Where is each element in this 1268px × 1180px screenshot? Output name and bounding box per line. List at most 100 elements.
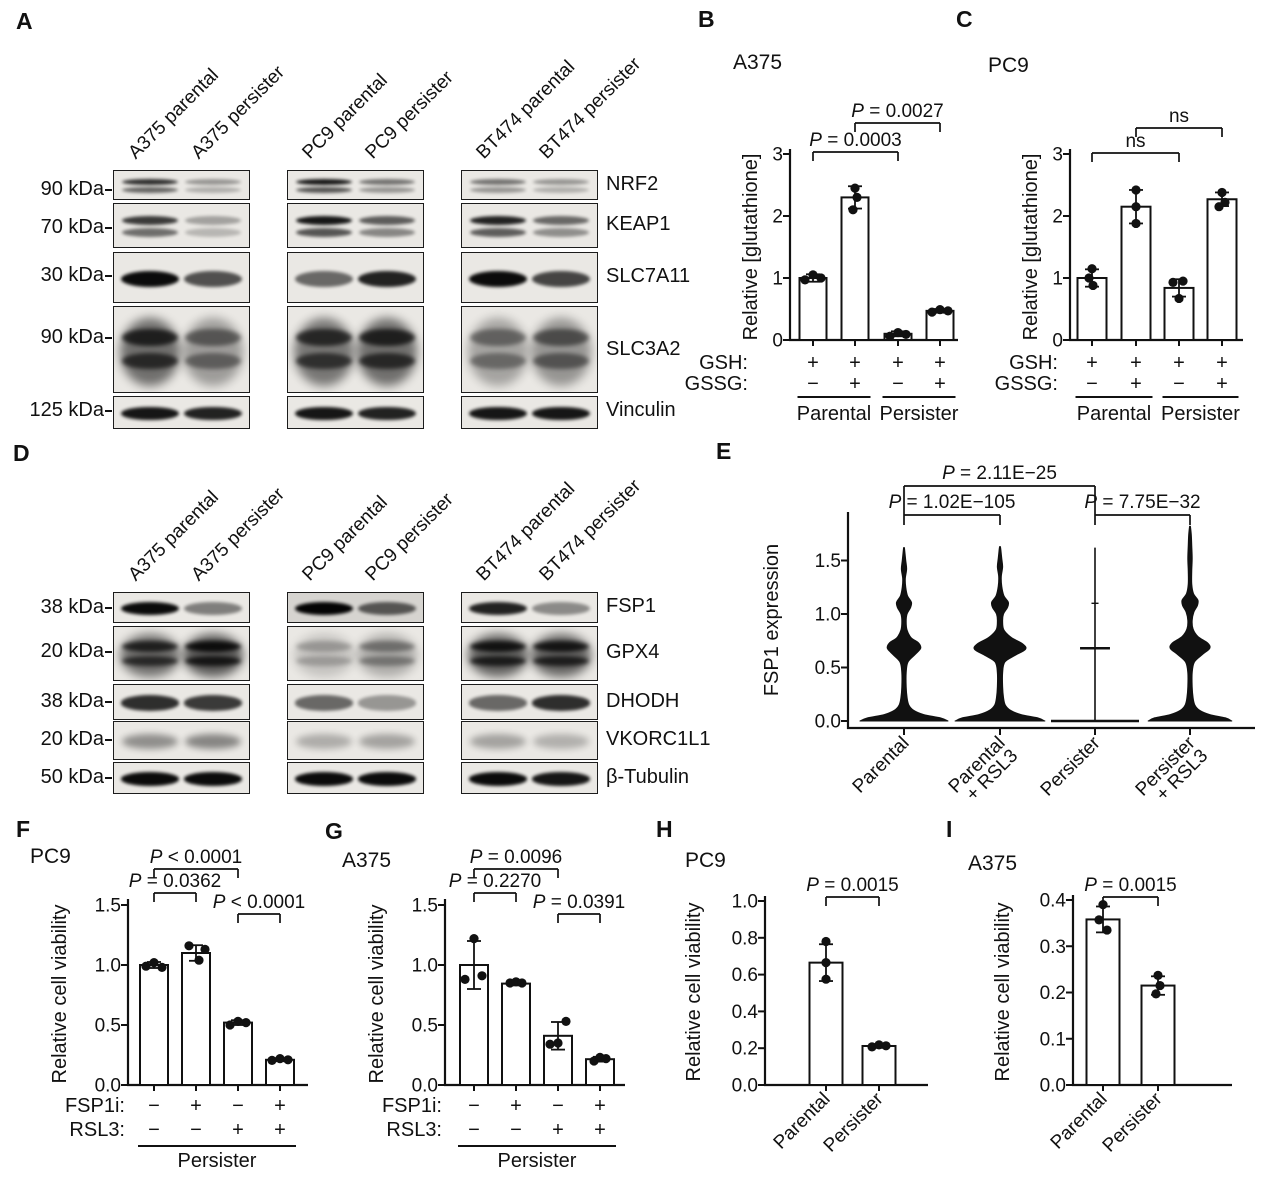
p-rest: = 2.11E−25 (955, 463, 1057, 484)
mw-label: 20 kDa (40, 728, 104, 750)
y-tick-label: 0.0 (412, 1076, 438, 1097)
blot-band (185, 178, 241, 185)
mw-label: 20 kDa (40, 640, 104, 662)
blot-band (358, 772, 416, 786)
blot-band (469, 772, 527, 786)
bar (181, 952, 211, 1086)
condition-value: + (274, 1119, 286, 1141)
blot-band (185, 656, 241, 667)
blot-band (122, 228, 178, 238)
protein-label: GPX4 (606, 641, 660, 663)
protein-label: NRF2 (606, 173, 659, 195)
blot-band (296, 187, 352, 194)
data-point (874, 1040, 884, 1050)
blot-box (287, 252, 424, 303)
data-point (1155, 980, 1165, 991)
x-category-line: Persister (1037, 732, 1105, 800)
sig-label: P = 0.2270 (449, 871, 541, 892)
x-category-label: Persister (1037, 732, 1105, 800)
data-point (1151, 989, 1161, 999)
blot-band (296, 328, 352, 347)
sig-label: P = 0.0391 (533, 892, 625, 913)
blot-band (183, 318, 243, 387)
mw-tick (105, 739, 112, 742)
blot-band (359, 328, 415, 347)
protein-label: SLC3A2 (606, 338, 681, 360)
blot-band (359, 228, 415, 238)
sig-label: P = 0.0362 (129, 871, 221, 892)
data-point (800, 275, 810, 285)
bar (840, 196, 870, 341)
protein-label: FSP1 (606, 595, 657, 617)
mw-tick (105, 777, 112, 780)
data-point (601, 1054, 611, 1064)
y-tick-label: 1.0 (412, 956, 438, 977)
bar (1120, 205, 1152, 341)
blot-band (532, 270, 590, 287)
data-point (545, 1039, 555, 1049)
blot-box (287, 203, 424, 248)
blot-band (122, 328, 178, 347)
group-label: Persister (880, 403, 959, 425)
data-point (1102, 925, 1112, 935)
p-rest: < 0.0001 (225, 892, 305, 913)
blot-band (357, 634, 417, 678)
blot-band (470, 328, 526, 347)
blot-band (122, 215, 178, 225)
x-category-label: Persister (1099, 1088, 1167, 1156)
blot-band (531, 318, 591, 387)
panel-f-chart: 0.0 0.5 1.0 1.5 Relative cell viability P = 0… (49, 847, 308, 1172)
p-rest: = 0.0015 (1097, 875, 1177, 896)
data-point (1131, 185, 1141, 195)
blot-band (532, 406, 590, 421)
data-point (927, 307, 937, 317)
condition-row-label: RSL3: (69, 1119, 125, 1141)
blot-band (294, 634, 354, 678)
blot-box (113, 396, 250, 429)
blot-band (359, 215, 415, 225)
y-tick-label: 0.0 (95, 1076, 121, 1097)
blot-band (533, 353, 589, 369)
condition-value: − (190, 1119, 202, 1141)
bar (798, 277, 828, 341)
blot-box (287, 306, 424, 393)
blot-band (122, 187, 178, 194)
blot-box (113, 306, 250, 393)
x-category-line: Persister (1099, 1088, 1167, 1156)
p-italic: P (129, 871, 142, 892)
y-axis-title: Relative [glutathione] (1020, 154, 1042, 341)
y-tick-label: 3 (772, 145, 783, 166)
data-point (194, 955, 204, 965)
blot-band (470, 656, 526, 667)
mw-label: 125 kDa (29, 399, 105, 421)
data-point (1088, 280, 1098, 291)
panel-i-chart: 0.0 0.1 0.2 0.3 0.4 Relative cell viability P … (992, 875, 1232, 1157)
y-tick-label: 0.8 (732, 928, 758, 949)
blot-band (533, 640, 589, 652)
panel-e-chart: 0.0 0.5 1.0 1.5 FSP1 expression P = 1.02E−105… (761, 463, 1255, 805)
blot-band (470, 215, 526, 225)
p-italic: P (1084, 875, 1097, 896)
y-tick-label: 0.6 (732, 965, 758, 986)
blot-box (113, 592, 250, 623)
blot-box (113, 684, 250, 720)
blot-band (469, 270, 527, 287)
sig-label: P = 0.0096 (470, 847, 562, 868)
blot-band (122, 656, 178, 667)
condition-row-label: GSH: (1009, 352, 1058, 374)
bar (223, 1021, 253, 1086)
p-italic: P (806, 875, 819, 896)
blot-band (296, 215, 352, 225)
data-point (1084, 273, 1094, 283)
blot-band (185, 328, 241, 347)
p-italic: P (1084, 492, 1097, 513)
sig-label: P = 0.0015 (1084, 875, 1176, 896)
panel-letter-h: H (656, 816, 673, 842)
blot-box (113, 203, 250, 248)
blot-box (287, 684, 424, 720)
blot-band (359, 640, 415, 652)
condition-value: + (1086, 352, 1098, 374)
y-tick-label: 0.0 (815, 712, 841, 733)
blot-band (295, 695, 353, 711)
